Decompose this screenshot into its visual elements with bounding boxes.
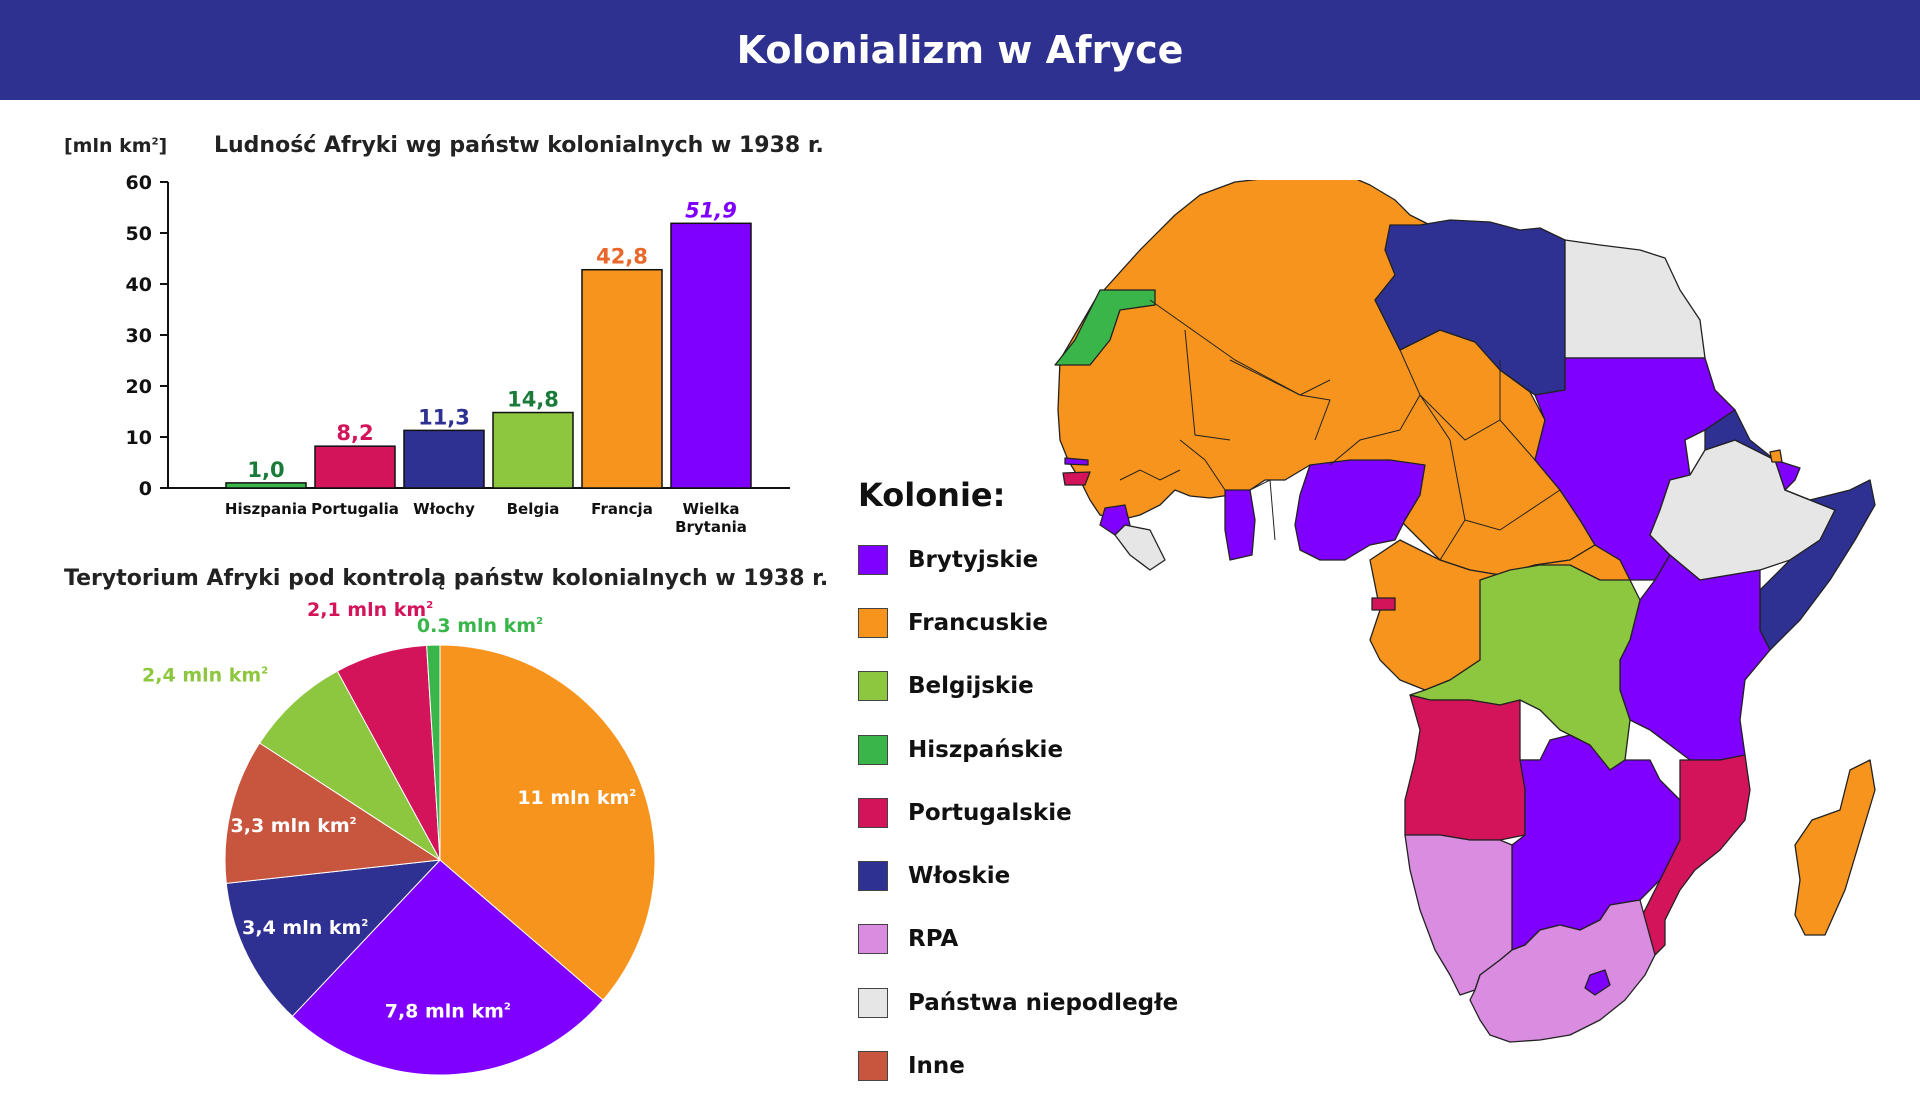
legend-swatch bbox=[858, 671, 888, 702]
bar bbox=[314, 445, 396, 489]
bar-category-label: Włochy bbox=[413, 500, 475, 518]
bar-y-tick-label: 30 bbox=[126, 325, 152, 347]
legend-item: Inne bbox=[858, 1034, 1218, 1097]
map-region-gold-coast bbox=[1224, 489, 1256, 561]
map-region-liberia bbox=[1114, 524, 1166, 571]
map-region-portuguese-guinea bbox=[1062, 471, 1091, 486]
bar-y-tick-label: 60 bbox=[126, 172, 152, 194]
bar-category-label: Brytania bbox=[675, 518, 747, 536]
bar-value-label: 51,9 bbox=[685, 198, 737, 222]
legend-item: Włoskie bbox=[858, 844, 1218, 907]
header-bar: Kolonializm w Afryce bbox=[0, 0, 1920, 100]
bar-value-label: 11,3 bbox=[418, 405, 470, 429]
legend-item: Hiszpańskie bbox=[858, 718, 1218, 781]
legend-swatch bbox=[858, 987, 888, 1018]
legend-title: Kolonie: bbox=[858, 476, 1006, 514]
legend-label: Państwa niepodległe bbox=[908, 989, 1179, 1016]
pie-slice bbox=[224, 742, 442, 884]
map-region-rio-muni bbox=[1371, 597, 1396, 611]
map-region-libya bbox=[1374, 219, 1566, 396]
legend-item: Portugalskie bbox=[858, 781, 1218, 844]
pie-slice-label: 3,4 mln km2 bbox=[242, 917, 368, 939]
bar-y-tick-label: 50 bbox=[126, 223, 152, 245]
map-region-somalia bbox=[1759, 479, 1876, 651]
pie-slice-label: 7,8 mln km2 bbox=[385, 1000, 511, 1022]
legend-item: Francuskie bbox=[858, 591, 1218, 654]
legend-swatch bbox=[858, 1051, 888, 1082]
pie-slice bbox=[225, 859, 442, 1018]
map-region-british-somaliland bbox=[1774, 459, 1801, 491]
bar bbox=[492, 411, 574, 489]
legend-item: Państwa niepodległe bbox=[858, 971, 1218, 1034]
pie-slice bbox=[291, 859, 604, 1076]
bar-value-label: 42,8 bbox=[596, 245, 648, 269]
legend-label: Portugalskie bbox=[908, 799, 1072, 826]
bar-value-label: 8,2 bbox=[336, 421, 373, 445]
legend-label: Brytyjskie bbox=[908, 546, 1039, 573]
legend-swatch bbox=[858, 607, 888, 638]
pie-slice-label: 2,1 mln km2 bbox=[307, 600, 433, 621]
bar-category-label: Portugalia bbox=[311, 500, 399, 518]
pie-chart: 11 mln km2 7,8 mln km2 3,4 mln km2 3,3 mln … bbox=[142, 600, 656, 1076]
legend-item: Belgijskie bbox=[858, 655, 1218, 718]
map-region-gambia bbox=[1064, 457, 1089, 466]
pie-slice bbox=[258, 670, 441, 861]
pie-slice-label: 3,3 mln km2 bbox=[231, 815, 357, 837]
bar bbox=[225, 482, 307, 489]
bar bbox=[581, 268, 663, 489]
bar bbox=[670, 222, 752, 489]
pie-chart-title: Terytorium Afryki pod kontrolą państw ko… bbox=[64, 566, 829, 591]
pie-slice-label: 11 mln km2 bbox=[517, 787, 636, 809]
legend-swatch bbox=[858, 924, 888, 955]
legend-swatch bbox=[858, 797, 888, 828]
bar-category-label: Hiszpania bbox=[225, 500, 307, 518]
bar-chart: 0 10 20 30 40 50 60 1,0 Hiszpania 8,2 Portugalia 11… bbox=[126, 172, 790, 536]
legend-label: RPA bbox=[908, 926, 959, 953]
pie-slice bbox=[439, 644, 656, 1001]
bar-value-label: 14,8 bbox=[507, 388, 559, 412]
legend-label: Belgijskie bbox=[908, 673, 1034, 700]
legend-label: Hiszpańskie bbox=[908, 736, 1064, 763]
map-region-djibouti bbox=[1769, 449, 1783, 463]
pie-slice-label: 2,4 mln km2 bbox=[142, 664, 268, 686]
legend-label: Włoskie bbox=[908, 863, 1011, 890]
map-region-spanish-sahara bbox=[1054, 289, 1156, 366]
bar-y-tick-label: 0 bbox=[139, 478, 152, 500]
bar-category-label: Belgia bbox=[507, 500, 560, 518]
map-region-madagascar bbox=[1794, 759, 1876, 936]
map-region-lesotho bbox=[1584, 969, 1611, 996]
legend-swatch bbox=[858, 544, 888, 575]
map-region-egypt bbox=[1564, 239, 1706, 359]
bar-y-tick-label: 10 bbox=[126, 427, 152, 449]
page-title: Kolonializm w Afryce bbox=[736, 28, 1184, 72]
bar-value-label: 1,0 bbox=[247, 458, 284, 482]
legend-item: RPA bbox=[858, 908, 1218, 971]
bar-chart-title: Ludność Afryki wg państw kolonialnych w … bbox=[214, 133, 824, 158]
pie-slice bbox=[426, 644, 441, 861]
africa-map bbox=[1054, 180, 1876, 1043]
legend-swatch bbox=[858, 734, 888, 765]
pie-slice-label: 0.3 mln km2 bbox=[417, 615, 543, 637]
bar-y-tick-label: 20 bbox=[126, 376, 152, 398]
map-region-mozambique bbox=[1639, 754, 1751, 956]
bar-chart-unit-label: [mln km2] bbox=[64, 135, 168, 157]
legend-label: Inne bbox=[908, 1053, 965, 1080]
legend-item: Brytyjskie bbox=[858, 528, 1218, 591]
map-region-angola bbox=[1404, 694, 1541, 841]
legend-label: Francuskie bbox=[908, 609, 1048, 636]
bar bbox=[403, 429, 485, 489]
map-region-south-africa bbox=[1469, 899, 1656, 1043]
legend-swatch bbox=[858, 861, 888, 892]
map-region-east-africa bbox=[1619, 554, 1771, 761]
bar-y-tick-label: 40 bbox=[126, 274, 152, 296]
map-legend: Kolonie: Brytyjskie Francuskie Belgijskie H… bbox=[858, 476, 1218, 1098]
map-region-nigeria bbox=[1294, 459, 1426, 561]
bar-category-label: Wielka bbox=[682, 500, 739, 518]
bar-category-label: Francja bbox=[591, 500, 653, 518]
